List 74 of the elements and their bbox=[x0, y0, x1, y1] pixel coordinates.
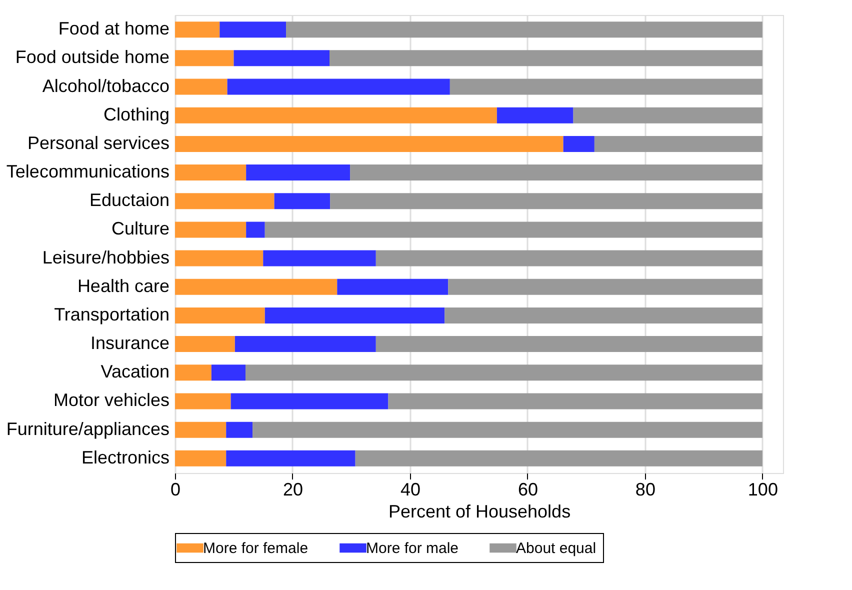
x-axis-title: Percent of Households bbox=[388, 502, 571, 522]
bar bbox=[175, 78, 228, 95]
y-tick-label: Leisure/hobbies bbox=[42, 247, 170, 268]
bar bbox=[355, 450, 762, 466]
bar bbox=[350, 164, 762, 181]
bar bbox=[175, 250, 264, 266]
bar bbox=[175, 422, 226, 438]
y-tick-label: Food at home bbox=[58, 18, 170, 39]
bar bbox=[234, 336, 376, 352]
y-tick-label: Insurance bbox=[90, 333, 170, 354]
x-tick-label: 60 bbox=[518, 480, 538, 500]
y-tick-label: Personal services bbox=[27, 132, 170, 153]
x-tick-label: 100 bbox=[748, 480, 778, 500]
y-tick-label: Telecommunications bbox=[6, 162, 170, 182]
bar bbox=[337, 278, 448, 295]
bar bbox=[448, 278, 762, 295]
y-tick-label: Eductaion bbox=[89, 190, 170, 210]
bar bbox=[264, 307, 445, 324]
y-tick-label: Vacation bbox=[100, 362, 170, 382]
x-tick-label: 80 bbox=[635, 480, 656, 500]
bar bbox=[226, 450, 356, 466]
bar bbox=[330, 193, 762, 210]
y-tick-label: Clothing bbox=[103, 104, 170, 124]
bar bbox=[211, 364, 246, 381]
bar bbox=[234, 50, 330, 66]
y-tick-label: Food outside home bbox=[15, 47, 170, 68]
bar bbox=[252, 422, 762, 438]
bar bbox=[230, 393, 388, 410]
legend-label: More for female bbox=[203, 540, 308, 557]
bar bbox=[496, 107, 574, 124]
x-tick-label: 20 bbox=[282, 480, 304, 500]
bar bbox=[220, 22, 286, 38]
bar bbox=[246, 164, 350, 181]
bar bbox=[175, 336, 235, 352]
bar bbox=[175, 364, 212, 381]
bar bbox=[263, 250, 376, 266]
y-tick-label: Furniture/appliances bbox=[6, 418, 170, 439]
bar bbox=[573, 107, 762, 124]
bar bbox=[175, 22, 220, 38]
y-tick-label: Alcohol/tobacco bbox=[42, 76, 170, 96]
bar bbox=[175, 278, 338, 295]
bar bbox=[175, 222, 246, 238]
bar bbox=[245, 364, 762, 381]
bar bbox=[388, 393, 762, 410]
bar bbox=[594, 136, 762, 152]
bar bbox=[246, 222, 265, 238]
y-tick-label: Electronics bbox=[81, 447, 170, 468]
bar bbox=[563, 136, 594, 152]
bar bbox=[286, 22, 762, 38]
bar bbox=[264, 222, 762, 238]
bar bbox=[175, 193, 274, 210]
legend-label: More for male bbox=[366, 540, 459, 557]
y-tick-label: Transportation bbox=[54, 304, 170, 324]
bar bbox=[450, 78, 762, 95]
bar bbox=[175, 164, 246, 181]
bar bbox=[175, 450, 226, 466]
y-tick-label: Health care bbox=[77, 276, 170, 296]
bar bbox=[175, 307, 265, 324]
x-tick-label: 40 bbox=[400, 480, 420, 500]
bar bbox=[175, 393, 231, 410]
bar bbox=[226, 422, 253, 438]
bar bbox=[227, 78, 450, 95]
bar bbox=[376, 336, 762, 352]
bar bbox=[444, 307, 762, 324]
bar bbox=[175, 136, 564, 152]
y-tick-label: Motor vehicles bbox=[53, 390, 170, 410]
bar bbox=[329, 50, 762, 66]
bar bbox=[175, 107, 497, 124]
bar bbox=[175, 50, 234, 66]
bar bbox=[376, 250, 762, 266]
x-tick-label: 0 bbox=[170, 480, 181, 500]
legend-label: About equal bbox=[516, 540, 596, 557]
bar bbox=[274, 193, 330, 210]
y-tick-label: Culture bbox=[111, 218, 170, 239]
